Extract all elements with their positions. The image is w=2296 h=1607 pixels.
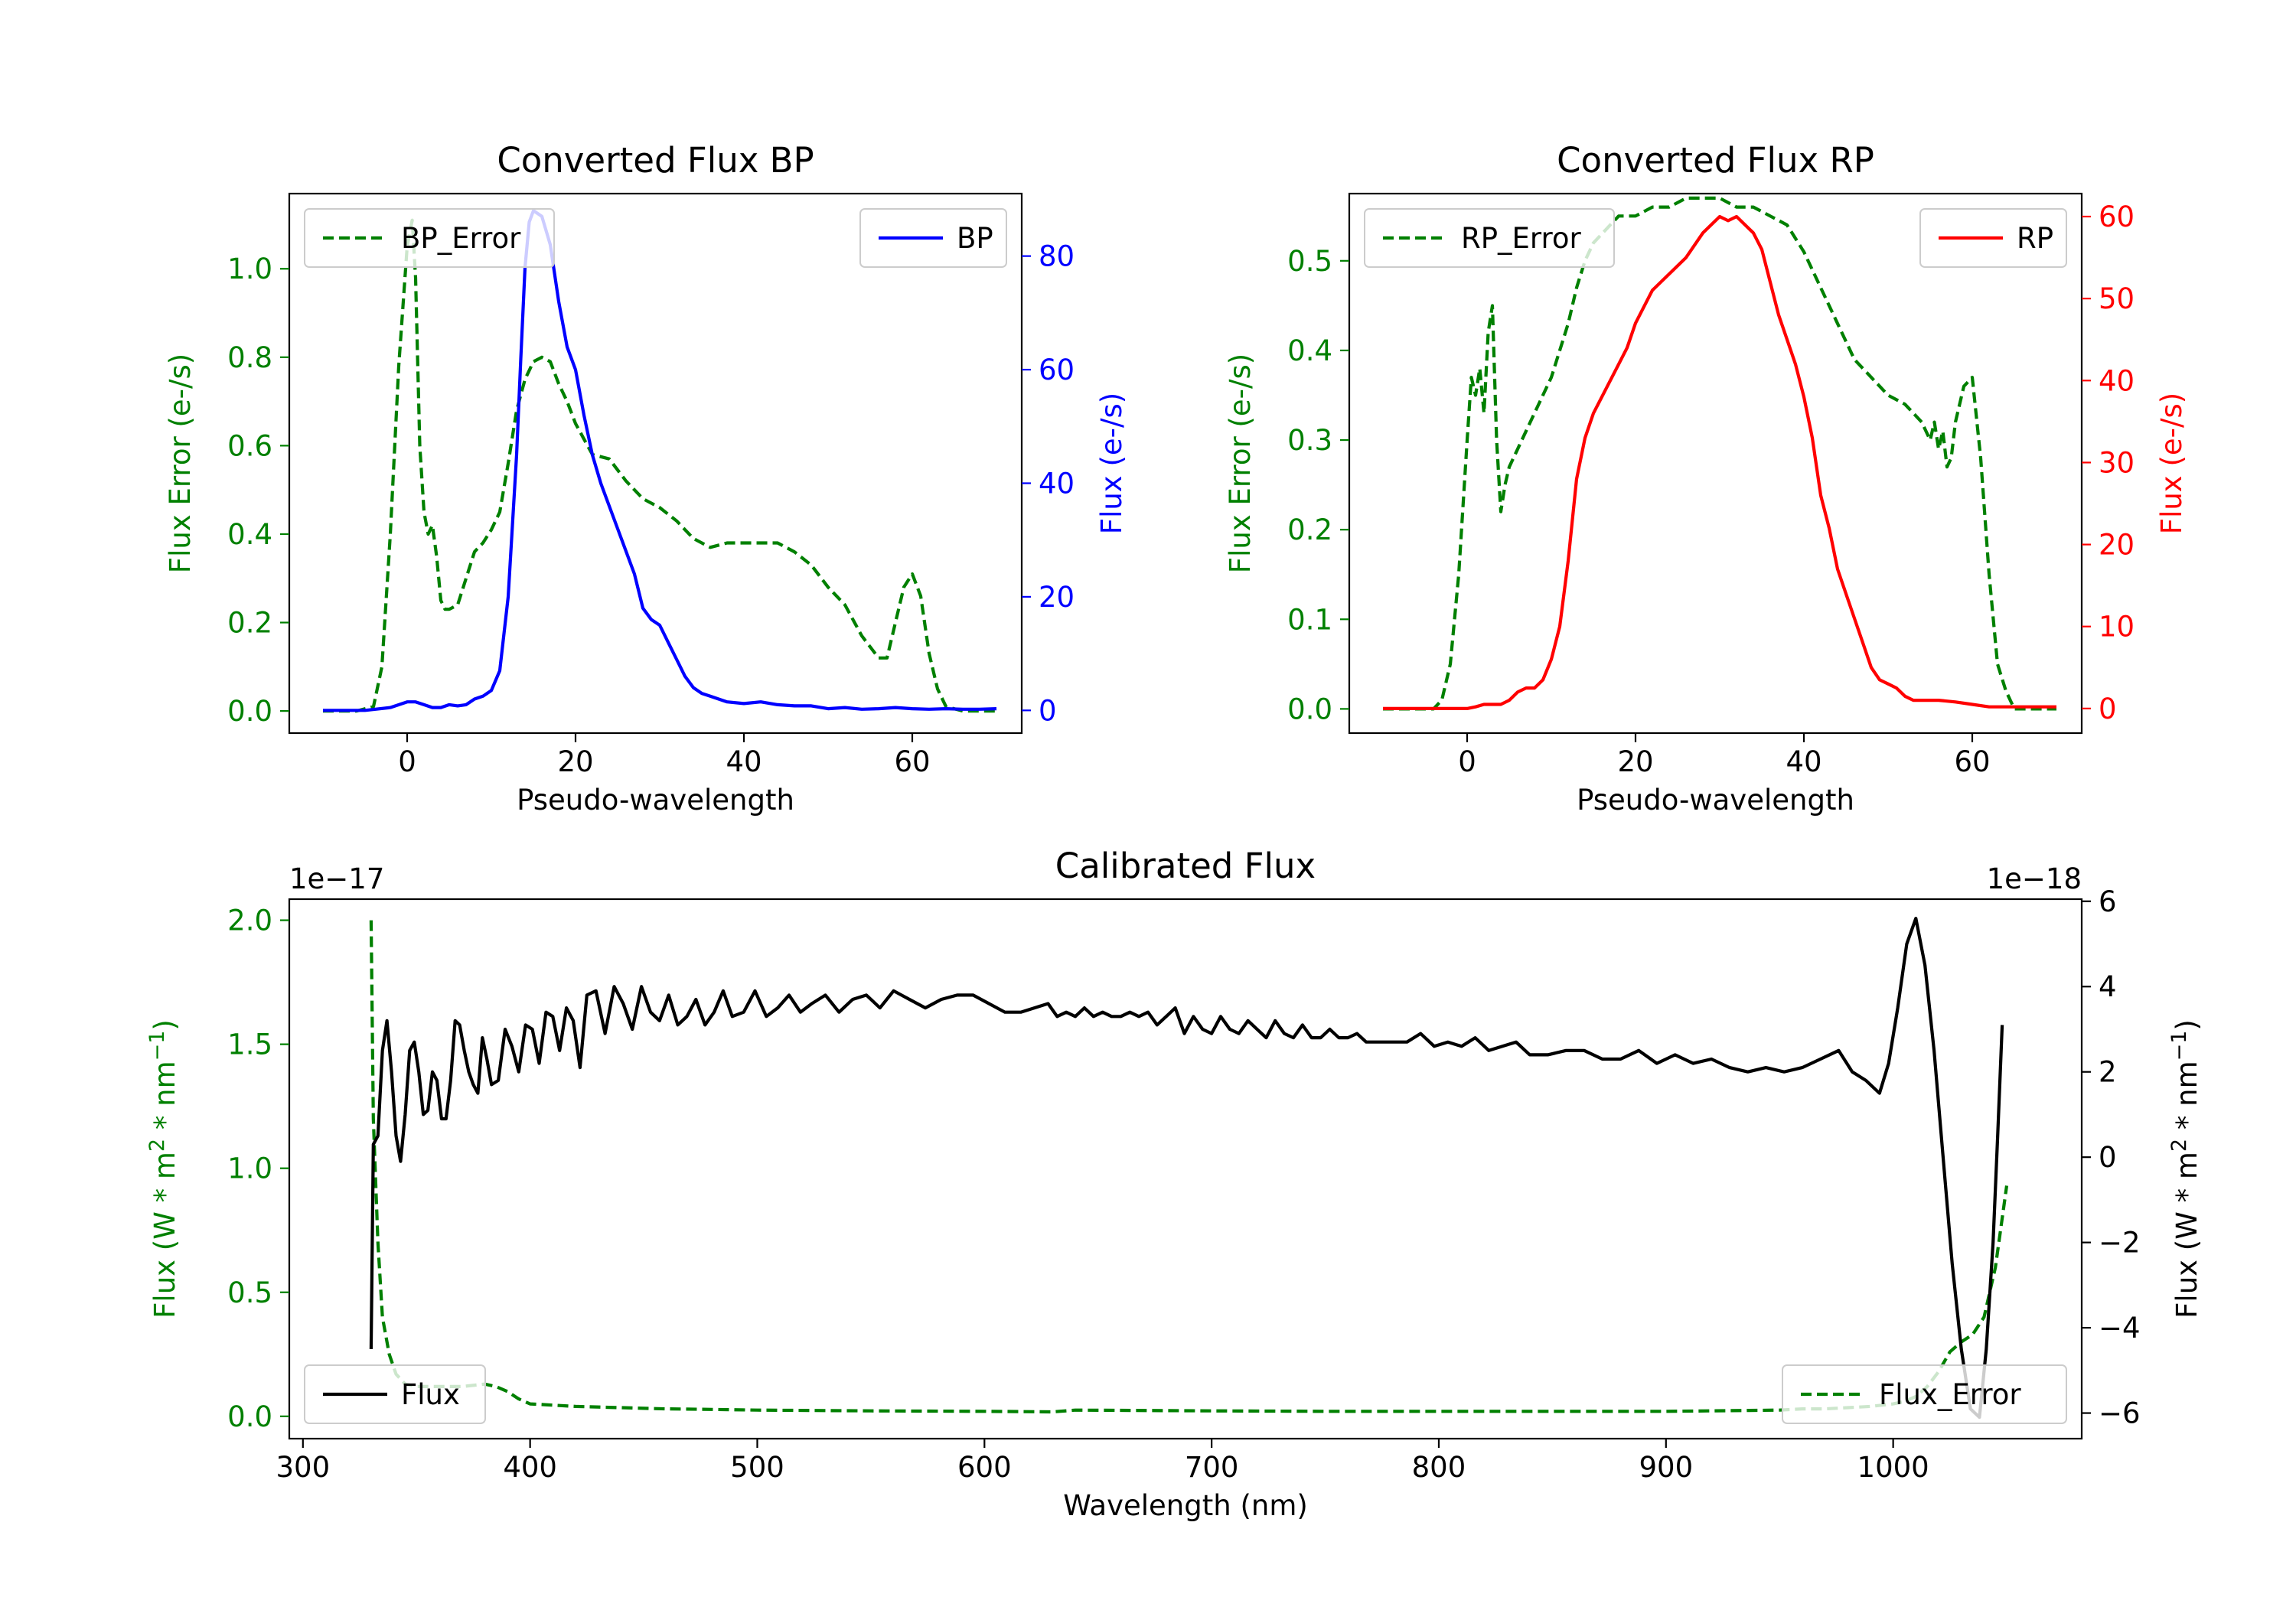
bp-left-tick-label: 0.8: [227, 341, 272, 374]
rp-right-tick-label: 50: [2099, 282, 2135, 315]
bp-title: Converted Flux BP: [497, 140, 814, 181]
cal-right-offset-label: 1e−18: [1987, 862, 2082, 895]
rp-left-tick-label: 0.2: [1287, 513, 1332, 546]
cal-legend-flux: Flux: [304, 1364, 486, 1424]
rp-left-series-line: [1383, 196, 2056, 711]
bp-left-tick-label: 1.0: [227, 253, 272, 285]
bp-right-axis-label: Flux (e-/s): [1095, 393, 1128, 534]
cal-left-tick-label: 0.0: [227, 1400, 272, 1433]
bp-right-tick-label: 60: [1039, 354, 1075, 386]
bp-legend-right: BP: [859, 208, 1007, 268]
bp-right-tick-label: 0: [1039, 694, 1057, 727]
bp-x-tick-label: 60: [894, 745, 930, 778]
rp-legend-left-label: RP_Error: [1461, 222, 1581, 255]
cal-right-tick-label: 6: [2099, 885, 2117, 918]
cal-left-tick-label: 1.0: [227, 1152, 272, 1185]
rp-right-tick-label: 60: [2099, 200, 2135, 233]
cal-legend-flux-label: Flux: [401, 1378, 460, 1411]
rp-right-tick-label: 20: [2099, 529, 2135, 562]
rp-right-tick-label: 10: [2099, 611, 2135, 644]
cal-x-tick-label: 1000: [1857, 1451, 1929, 1484]
rp-left-tick-label: 0.3: [1287, 424, 1332, 457]
cal-left-axis-label: Flux (W * m2 * nm−1): [145, 1019, 181, 1319]
rp-x-tick-label: 60: [1954, 745, 1990, 778]
rp-panel: 0 20 40 60 0.0 0.1 0.2 0.3 0.4 0.5 0 10 20 30 40 50 60 Co…: [1224, 140, 2188, 817]
bp-x-axis-label: Pseudo-wavelength: [517, 784, 794, 817]
cal-x-tick-label: 600: [957, 1451, 1012, 1484]
bp-legend-right-label: BP: [957, 222, 993, 255]
bp-x-tick-label: 0: [398, 745, 416, 778]
rp-right-series-line: [1383, 214, 2056, 711]
rp-legend-right: RP: [1919, 208, 2067, 268]
bp-left-axis-label: Flux Error (e-/s): [164, 354, 197, 573]
bp-x-tick-label: 20: [557, 745, 593, 778]
rp-x-axis-label: Pseudo-wavelength: [1577, 784, 1854, 817]
cal-left-tick-label: 2.0: [227, 905, 272, 937]
cal-panel: 300 400 500 600 700 800 900 1000 0.0 0.5 1.0 1.5 2.0…: [145, 846, 2203, 1522]
rp-legend-left: RP_Error: [1364, 208, 1615, 268]
cal-right-axis-label: Flux (W * m2 * nm−1): [2167, 1019, 2203, 1319]
bp-right-tick-label: 20: [1039, 581, 1075, 614]
cal-right-tick-label: 0: [2099, 1141, 2117, 1174]
bp-legend-left: BP_Error: [304, 208, 555, 268]
cal-legend-flux-error: Flux_Error: [1782, 1364, 2067, 1424]
rp-left-tick-label: 0.4: [1287, 334, 1332, 367]
bp-left-tick-label: 0.6: [227, 429, 272, 462]
bp-right-tick-label: 80: [1039, 240, 1075, 273]
rp-x-tick-label: 20: [1617, 745, 1653, 778]
cal-x-tick-label: 800: [1412, 1451, 1466, 1484]
bp-right-series-line: [323, 209, 997, 712]
bp-x-tick-label: 40: [726, 745, 762, 778]
cal-x-axis-label: Wavelength (nm): [1063, 1489, 1308, 1522]
rp-left-tick-label: 0.5: [1287, 245, 1332, 278]
cal-x-tick-label: 500: [730, 1451, 784, 1484]
cal-legend-flux-box: [304, 1364, 486, 1424]
cal-left-tick-label: 1.5: [227, 1028, 272, 1061]
cal-legend-flux-error-label: Flux_Error: [1879, 1378, 2021, 1411]
rp-left-axis-label: Flux Error (e-/s): [1224, 354, 1257, 573]
cal-right-tick-label: −4: [2099, 1312, 2141, 1345]
cal-legend-flux-error-box: [1782, 1364, 2067, 1424]
rp-right-tick-label: 0: [2099, 693, 2117, 725]
cal-right-tick-label: 4: [2099, 970, 2117, 1003]
cal-title: Calibrated Flux: [1055, 846, 1316, 886]
bp-left-tick-label: 0.2: [227, 607, 272, 640]
rp-x-tick-label: 40: [1786, 745, 1821, 778]
cal-x-tick-label: 400: [503, 1451, 557, 1484]
bp-left-series-line: [323, 218, 996, 713]
rp-right-axis-label: Flux (e-/s): [2155, 393, 2188, 534]
rp-x-tick-label: 0: [1458, 745, 1476, 778]
bp-right-tick-label: 40: [1039, 467, 1075, 500]
cal-right-tick-label: −6: [2099, 1397, 2141, 1430]
cal-right-series-line: [369, 916, 2004, 1420]
rp-legend-left-box: [1364, 208, 1615, 268]
rp-left-tick-label: 0.1: [1287, 603, 1332, 636]
bp-axes-frame: [288, 192, 1023, 735]
bp-legend-left-box: [304, 208, 555, 268]
bp-left-tick-label: 0.4: [227, 518, 272, 551]
bp-legend-left-label: BP_Error: [401, 222, 521, 255]
rp-right-tick-label: 40: [2099, 364, 2135, 397]
bp-panel: 0 20 40 60 0.0 0.2 0.4 0.6 0.8 1.0 0 20 40 60 80 Conver…: [164, 140, 1128, 817]
bp-left-tick-label: 0.0: [227, 695, 272, 728]
rp-title: Converted Flux RP: [1557, 140, 1874, 181]
cal-x-tick-label: 300: [276, 1451, 330, 1484]
cal-x-tick-label: 900: [1639, 1451, 1693, 1484]
cal-left-tick-label: 0.5: [227, 1276, 272, 1309]
cal-right-tick-label: 2: [2099, 1056, 2117, 1089]
rp-right-tick-label: 30: [2099, 446, 2135, 479]
cal-left-offset-label: 1e−17: [289, 862, 384, 895]
rp-legend-right-label: RP: [2017, 222, 2053, 255]
cal-right-tick-label: −2: [2099, 1227, 2141, 1260]
rp-left-tick-label: 0.0: [1287, 693, 1332, 725]
cal-x-tick-label: 700: [1185, 1451, 1239, 1484]
